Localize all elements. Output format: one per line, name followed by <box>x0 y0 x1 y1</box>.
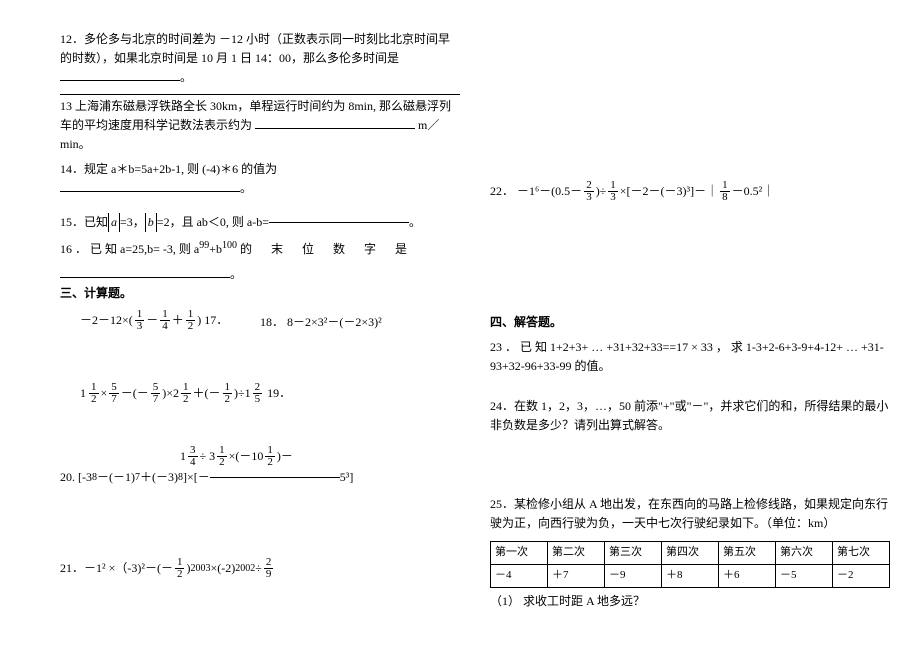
q16a: 16 ． 已 知 a=25,b= -3, 则 a <box>60 242 199 256</box>
question-24: 24．在数 1，2，3，…，50 前添"+"或"－"，并求它们的和，所得结果的最… <box>490 397 890 435</box>
left-column: 12．多伦多与北京的时间差为 －12 小时（正数表示同一时刻比北京时间早的时数）… <box>60 30 460 617</box>
table-row: －4 ＋7 －9 ＋8 ＋6 －5 －2 <box>491 564 890 587</box>
blank <box>255 128 415 129</box>
th: 第二次 <box>548 542 605 565</box>
frac-5-7: 57 <box>151 382 161 405</box>
q15b: =3， <box>120 213 145 232</box>
sup: 100 <box>222 240 237 251</box>
table-row: 第一次 第二次 第三次 第四次 第五次 第六次 第七次 <box>491 542 890 565</box>
question-23: 23 ． 已 知 1+2+3+ … +31+32+33==17 × 33 ， 求… <box>490 338 890 376</box>
question-13: 13 上海浦东磁悬浮铁路全长 30km，单程运行时间约为 8min, 那么磁悬浮… <box>60 94 460 155</box>
right-column: 22． －1⁶－(0.5－ 23 )÷ 13 ×[－2－(－3)³]－｜ 18 … <box>490 30 890 617</box>
frac-5-7: 57 <box>109 382 119 405</box>
question-14: 14．规定 a＊b=5a+2b-1, 则 (-4)＊6 的值为 。 <box>60 160 460 198</box>
q14-text: 14．规定 a＊b=5a+2b-1, 则 (-4)＊6 的值为 <box>60 162 277 176</box>
trip-table: 第一次 第二次 第三次 第四次 第五次 第六次 第七次 －4 ＋7 －9 ＋8 … <box>490 541 890 587</box>
th: 第四次 <box>662 542 719 565</box>
q16b: 的 末 位 数 字 是 <box>240 242 415 256</box>
sup: 99 <box>199 240 209 251</box>
frac-1-3: 13 <box>135 309 145 332</box>
q17-label: 17． <box>204 313 228 327</box>
th: 第五次 <box>719 542 776 565</box>
td: ＋8 <box>662 564 719 587</box>
question-18: 18． 8－2×3²－(－2×3)² <box>260 313 382 332</box>
frac-1-2: 12 <box>186 309 196 332</box>
q25-text: 25．某检修小组从 A 地出发，在东西向的马路上检修线路，如果规定向东行驶为正，… <box>490 495 890 533</box>
frac-2-9: 29 <box>264 557 274 580</box>
abs-b: b <box>145 213 157 232</box>
question-17: －2－12×( 13 － 14 ＋ 12 ) 17． <box>60 309 260 332</box>
abs-a: a <box>108 213 120 232</box>
blank <box>60 277 230 278</box>
question-19: 112 × 57 －(－ 57 )×2 12 ＋(－ 12 )÷1 25 19． <box>60 382 460 405</box>
q15c: =2，且 ab＜0, 则 a-b= <box>157 213 269 232</box>
blank <box>269 222 409 223</box>
q17-q18-row: －2－12×( 13 － 14 ＋ 12 ) 17． 18． 8－2×3²－(－… <box>60 309 460 332</box>
frac-3-4: 34 <box>188 445 198 468</box>
question-21: 21．－1² ×（-3)²－(－ 12 )2003 ×(-2)2002 ÷ 29 <box>60 557 460 580</box>
blank <box>60 191 240 192</box>
td: －4 <box>491 564 548 587</box>
th: 第六次 <box>776 542 833 565</box>
question-22: 22． －1⁶－(0.5－ 23 )÷ 13 ×[－2－(－3)³]－｜ 18 … <box>490 180 890 203</box>
frac-2-3: 23 <box>584 180 594 203</box>
td: －5 <box>776 564 833 587</box>
section-3-title: 三、计算题。 <box>60 284 460 303</box>
th: 第七次 <box>833 542 890 565</box>
frac-1-4: 14 <box>160 309 170 332</box>
question-15: 15．已知 a =3， b =2，且 ab＜0, 则 a-b= 。 <box>60 213 460 232</box>
frac-1-8: 18 <box>720 180 730 203</box>
td: ＋7 <box>548 564 605 587</box>
th: 第一次 <box>491 542 548 565</box>
frac-1-3: 13 <box>608 180 618 203</box>
q15a: 15．已知 <box>60 213 108 232</box>
q25-sub1: （1） 求收工时距 A 地多远？ <box>490 592 890 611</box>
q19-label: 19． <box>267 386 291 400</box>
td: ＋6 <box>719 564 776 587</box>
blank <box>60 80 180 81</box>
q12-text: 12．多伦多与北京的时间差为 －12 小时（正数表示同一时刻比北京时间早的时数）… <box>60 32 450 65</box>
question-25: 25．某检修小组从 A 地出发，在东西向的马路上检修线路，如果规定向东行驶为正，… <box>490 495 890 611</box>
th: 第三次 <box>605 542 662 565</box>
question-16: 16 ． 已 知 a=25,b= -3, 则 a99+b100 的 末 位 数 … <box>60 238 460 259</box>
frac-2-5: 25 <box>253 382 263 405</box>
td: －2 <box>833 564 890 587</box>
question-12: 12．多伦多与北京的时间差为 －12 小时（正数表示同一时刻比北京时间早的时数）… <box>60 30 460 88</box>
td: －9 <box>605 564 662 587</box>
section-4-title: 四、解答题。 <box>490 313 890 332</box>
q16mid: +b <box>209 242 222 256</box>
question-20: 134 ÷ 3 12 ×(－10 12 )－ 20. [-38 －(－1)7 ＋… <box>60 445 460 487</box>
